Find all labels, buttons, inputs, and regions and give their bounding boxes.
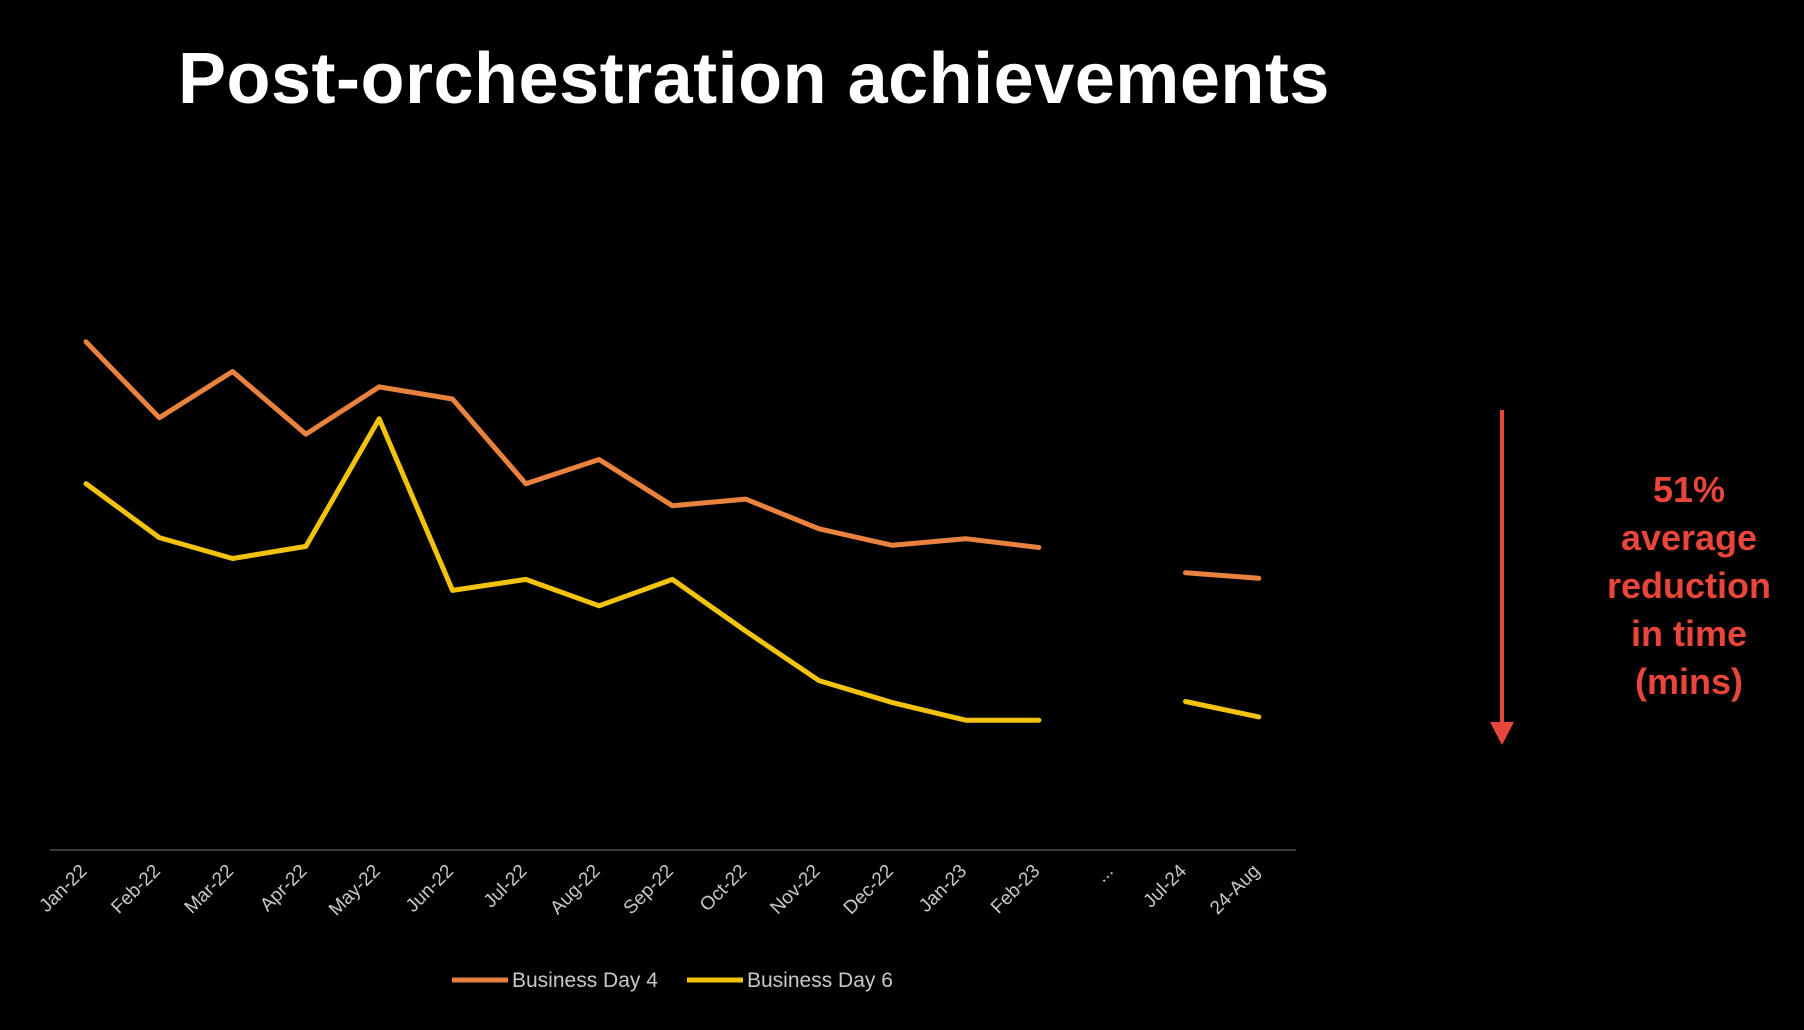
x-tick-label: May-22 <box>325 861 385 921</box>
series-1-line <box>1183 570 1262 581</box>
series-1-point <box>230 369 235 374</box>
x-tick-label: Aug-22 <box>546 861 604 919</box>
series-2-point <box>963 718 968 723</box>
x-tick-label: Feb-22 <box>107 861 164 918</box>
series-layer <box>83 339 1262 723</box>
x-tick-label: Jun-22 <box>402 861 458 917</box>
series-2-point <box>597 603 602 608</box>
series-1-point <box>157 415 162 420</box>
x-tick-label: Dec-22 <box>840 861 898 919</box>
series-1-point <box>377 384 382 389</box>
series-1-point <box>1256 576 1261 581</box>
legend-label-1: Business Day 4 <box>512 969 658 992</box>
series-1-point <box>890 543 895 548</box>
x-tick-label: Feb-23 <box>987 861 1044 918</box>
series-1-point <box>303 432 308 437</box>
series-2-point <box>377 416 382 421</box>
annotation-line-5: (mins) <box>1635 661 1743 702</box>
x-tick-label: Jan-22 <box>36 861 92 917</box>
x-tick-label: Apr-22 <box>256 861 311 916</box>
series-2-point <box>303 544 308 549</box>
series-1 <box>83 339 1262 581</box>
series-2-point <box>1183 699 1188 704</box>
legend-label-2: Business Day 6 <box>747 969 893 992</box>
legend: Business Day 4 Business Day 6 <box>452 969 893 992</box>
annotation-line-2: average <box>1620 517 1758 558</box>
reduction-annotation: 51% average reduction in time (mins) <box>1584 466 1794 706</box>
annotation-line-4: in time <box>1630 613 1747 654</box>
x-tick-label: ... <box>1092 861 1118 887</box>
series-2-point <box>743 629 748 634</box>
chart-title: Post-orchestration achievements <box>178 39 1330 119</box>
x-tick-label: Oct-22 <box>696 861 751 916</box>
series-2-point <box>450 588 455 593</box>
series-1-point <box>450 397 455 401</box>
series-2-point <box>890 700 895 705</box>
series-1-point <box>523 481 528 486</box>
reduction-arrow-head <box>1490 722 1514 745</box>
series-2-point <box>1256 714 1261 719</box>
series-1-point <box>84 339 88 344</box>
series-2-point <box>84 481 88 486</box>
series-2-line <box>83 416 1042 723</box>
series-2-line <box>1183 699 1262 720</box>
series-1-point <box>1036 545 1041 550</box>
series-1-point <box>1183 570 1188 575</box>
series-2-point <box>230 556 235 561</box>
annotation-line-3: reduction <box>1606 565 1771 606</box>
series-1-point <box>670 503 675 508</box>
x-tick-label: Jul-24 <box>1140 860 1192 912</box>
series-2-point <box>817 678 821 683</box>
x-tick-label: Sep-22 <box>620 861 678 919</box>
series-2-point <box>670 577 675 582</box>
series-2-point <box>157 535 162 540</box>
x-tick-labels: Jan-22 Feb-22 Mar-22 Apr-22 May-22 Jun-22 Jul-… <box>36 860 1265 920</box>
series-1-point <box>817 526 821 531</box>
series-1-line <box>83 339 1042 550</box>
series-2 <box>83 416 1262 723</box>
series-1-point <box>597 457 602 462</box>
series-1-point <box>963 536 968 541</box>
x-tick-label: Mar-22 <box>181 861 238 918</box>
series-2-point <box>523 577 528 582</box>
x-tick-label: Jan-23 <box>915 861 971 917</box>
series-2-point <box>1036 718 1041 723</box>
x-tick-label: 24-Aug <box>1206 861 1264 919</box>
reduction-arrow <box>1490 410 1514 745</box>
x-tick-label: Nov-22 <box>766 861 824 919</box>
x-tick-label: Jul-22 <box>480 861 531 912</box>
annotation-line-1: 51% <box>1652 469 1726 510</box>
series-1-point <box>743 497 748 502</box>
